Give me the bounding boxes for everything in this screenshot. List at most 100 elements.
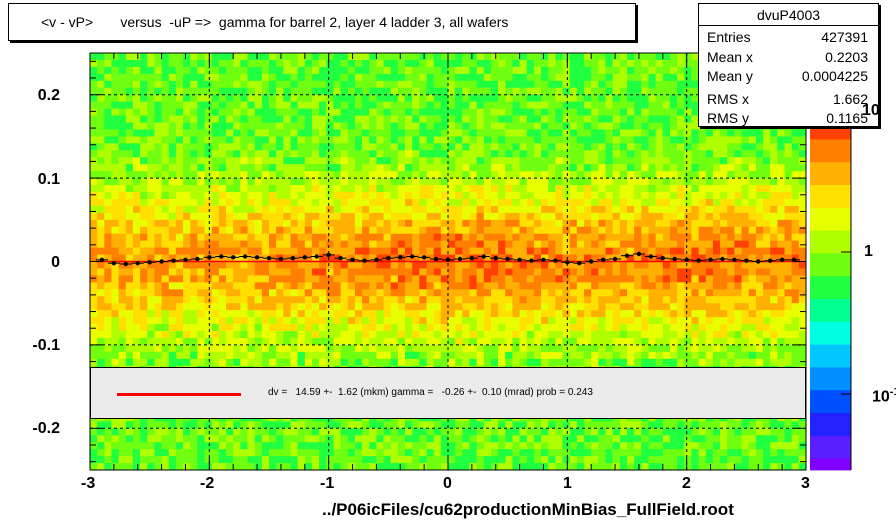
heatmap-cell [505,456,513,464]
heatmap-cell [347,303,356,311]
heatmap-cell [505,185,513,193]
heatmap-cell [648,240,657,249]
heatmap-cell [362,351,370,360]
heatmap-cell [397,240,406,249]
heatmap-cell [541,205,549,214]
heatmap-cell [440,435,449,443]
heatmap-cell [197,344,206,353]
heatmap-cell [605,268,614,276]
heatmap-cell [505,129,513,137]
heatmap-cell [147,205,155,214]
heatmap-cell [598,456,607,464]
heatmap-cell [204,212,213,221]
heatmap-cell [254,150,263,158]
heatmap-cell [118,247,127,256]
heatmap-cell [90,275,98,283]
heatmap-cell [519,435,528,443]
heatmap-cell [448,101,456,110]
heatmap-cell [533,171,542,179]
heatmap-cell [369,94,377,103]
heatmap-cell [168,240,177,249]
heatmap-cell [412,143,420,151]
heatmap-cell [90,310,98,318]
heatmap-cell [383,185,392,193]
heatmap-cell [483,240,492,249]
heatmap-cell [233,463,241,471]
heatmap-cell [412,178,420,186]
heatmap-cell [541,233,549,242]
heatmap-cell [269,289,277,297]
heatmap-cell [612,122,621,130]
heatmap-cell [197,53,206,61]
heatmap-cell [319,337,327,346]
heatmap-cell [226,122,234,130]
heatmap-cell [211,428,220,436]
heatmap-cell [383,94,392,103]
heatmap-cell [669,101,678,110]
heatmap-cell [634,87,642,96]
heatmap-cell [319,178,327,186]
heatmap-cell [304,178,313,186]
heatmap-cell [175,226,184,235]
heatmap-cell [340,219,349,228]
heatmap-cell [483,115,492,123]
heatmap-cell [490,296,499,304]
heatmap-cell [183,421,191,429]
heatmap-cell [397,94,406,103]
heatmap-cell [340,87,349,96]
heatmap-cell [311,421,320,429]
heatmap-cell [269,261,277,269]
heatmap-cell [362,289,370,297]
heatmap-cell [140,358,148,367]
heatmap-cell [555,129,564,137]
heatmap-cell [405,435,413,443]
heatmap-cell [591,185,599,193]
heatmap-cell [591,87,599,96]
heatmap-cell [97,428,105,436]
heatmap-cell [519,53,528,61]
heatmap-cell [655,129,664,137]
heatmap-cell [469,143,478,151]
heatmap-cell [362,73,370,82]
heatmap-cell [433,233,442,242]
heatmap-cell [455,157,463,165]
heatmap-cell [627,282,635,290]
heatmap-cell [118,261,127,269]
heatmap-cell [605,247,614,256]
heatmap-cell [627,171,635,179]
heatmap-cell [290,289,299,297]
heatmap-cell [90,317,98,325]
heatmap-cell [541,164,549,172]
heatmap-cell [533,219,542,228]
heatmap-cell [168,296,177,304]
heatmap-cell [505,108,513,117]
heatmap-cell [669,178,678,186]
heatmap-cell [226,449,234,457]
heatmap-cell [469,275,478,283]
heatmap-cell [440,219,449,228]
heatmap-cell [576,212,585,221]
heatmap-cell [218,178,227,186]
heatmap-cell [254,108,263,117]
heatmap-cell [440,456,449,464]
heatmap-cell [569,351,578,360]
heatmap-cell [505,115,513,123]
heatmap-cell [240,73,249,82]
heatmap-cell [168,351,177,360]
heatmap-cell [319,80,327,89]
heatmap-cell [183,289,191,297]
heatmap-cell [641,456,649,464]
heatmap-cell [97,456,105,464]
heatmap-cell [125,178,134,186]
heatmap-cell [90,171,98,179]
heatmap-cell [376,421,385,429]
heatmap-cell [154,129,163,137]
heatmap-cell [347,80,356,89]
heatmap-cell [390,275,399,283]
heatmap-cell [548,296,556,304]
heatmap-cell [433,94,442,103]
heatmap-cell [519,226,528,235]
heatmap-cell [283,150,291,158]
heatmap-cell [641,150,649,158]
heatmap-cell [405,198,413,207]
